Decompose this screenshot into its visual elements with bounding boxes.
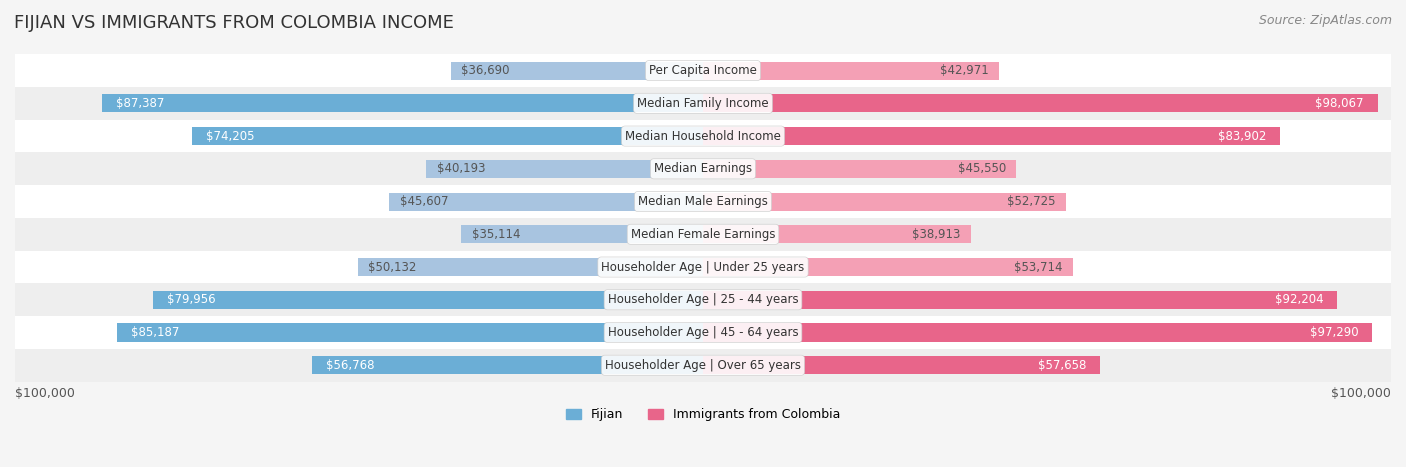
Bar [703,225,970,243]
Bar [15,120,1391,152]
Text: $100,000: $100,000 [1331,387,1391,399]
Bar [426,160,703,178]
Bar [15,349,1391,382]
Bar [15,152,1391,185]
Legend: Fijian, Immigrants from Colombia: Fijian, Immigrants from Colombia [561,403,845,426]
Text: FIJIAN VS IMMIGRANTS FROM COLOMBIA INCOME: FIJIAN VS IMMIGRANTS FROM COLOMBIA INCOM… [14,14,454,32]
Bar [312,356,703,374]
Text: $83,902: $83,902 [1218,129,1267,142]
Text: $98,067: $98,067 [1316,97,1364,110]
Text: $53,714: $53,714 [1014,261,1062,274]
Bar [703,127,1281,145]
Text: $100,000: $100,000 [15,387,75,399]
Bar [101,94,703,113]
Text: Householder Age | 45 - 64 years: Householder Age | 45 - 64 years [607,326,799,339]
Text: $85,187: $85,187 [131,326,179,339]
Bar [15,316,1391,349]
Bar [15,185,1391,218]
Text: $38,913: $38,913 [912,228,960,241]
Bar [703,62,998,79]
Text: $35,114: $35,114 [472,228,520,241]
Text: Median Earnings: Median Earnings [654,163,752,175]
Bar [450,62,703,79]
Bar [15,218,1391,251]
Bar [15,283,1391,316]
Text: Median Female Earnings: Median Female Earnings [631,228,775,241]
Text: $92,204: $92,204 [1275,293,1323,306]
Text: $45,607: $45,607 [399,195,449,208]
Text: Per Capita Income: Per Capita Income [650,64,756,77]
Bar [703,356,1099,374]
Text: Householder Age | Under 25 years: Householder Age | Under 25 years [602,261,804,274]
Text: $45,550: $45,550 [957,163,1007,175]
Text: Median Household Income: Median Household Income [626,129,780,142]
Bar [15,251,1391,283]
Bar [153,291,703,309]
Text: $87,387: $87,387 [115,97,165,110]
Text: Householder Age | 25 - 44 years: Householder Age | 25 - 44 years [607,293,799,306]
Text: $36,690: $36,690 [461,64,509,77]
Text: Median Family Income: Median Family Income [637,97,769,110]
Text: $74,205: $74,205 [207,129,254,142]
Text: $52,725: $52,725 [1007,195,1056,208]
Text: $40,193: $40,193 [437,163,485,175]
Bar [703,94,1378,113]
Bar [703,291,1337,309]
Bar [389,192,703,211]
Bar [703,258,1073,276]
Text: $79,956: $79,956 [167,293,215,306]
Text: Householder Age | Over 65 years: Householder Age | Over 65 years [605,359,801,372]
Bar [359,258,703,276]
Text: Median Male Earnings: Median Male Earnings [638,195,768,208]
Text: Source: ZipAtlas.com: Source: ZipAtlas.com [1258,14,1392,27]
Bar [15,87,1391,120]
Text: $42,971: $42,971 [939,64,988,77]
Bar [15,54,1391,87]
Bar [461,225,703,243]
Text: $57,658: $57,658 [1038,359,1085,372]
Text: $56,768: $56,768 [326,359,374,372]
Bar [703,324,1372,341]
Bar [703,192,1066,211]
Text: $50,132: $50,132 [368,261,416,274]
Bar [703,160,1017,178]
Bar [193,127,703,145]
Text: $97,290: $97,290 [1310,326,1358,339]
Bar [117,324,703,341]
